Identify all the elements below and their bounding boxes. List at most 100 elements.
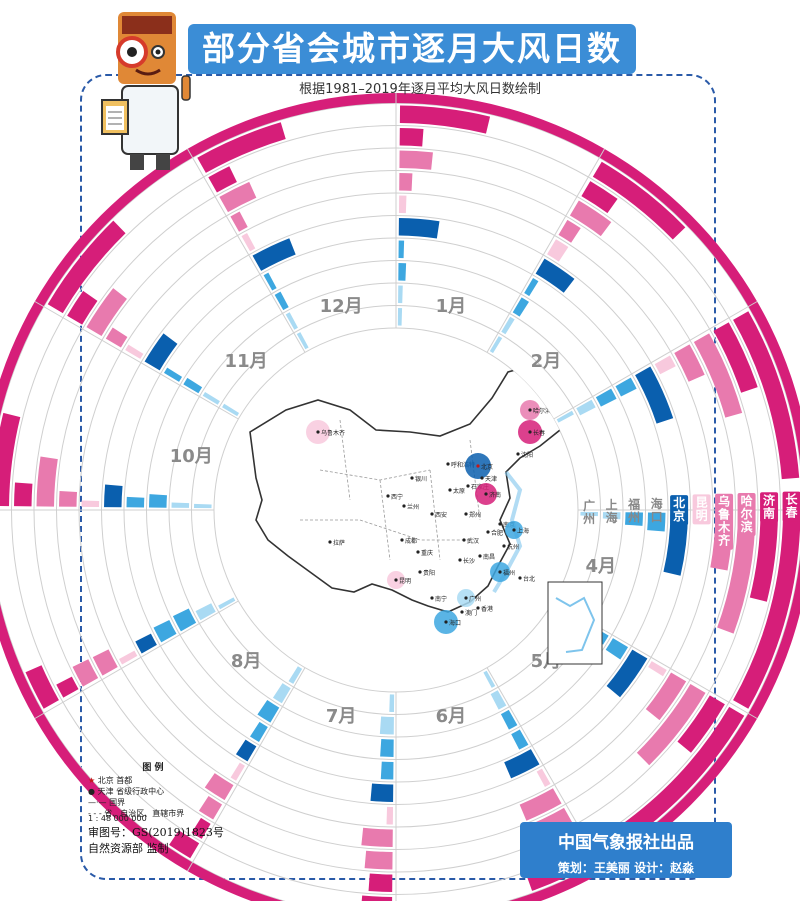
china-map: 乌鲁木齐哈尔滨长春沈阳呼和浩特北京天津石家庄太原济南银川西宁兰州西安郑州南京合肥… bbox=[249, 365, 567, 634]
bar-北京-4月 bbox=[663, 512, 688, 576]
bar-哈尔滨-10月 bbox=[36, 456, 58, 507]
bar-北京-5月 bbox=[606, 649, 648, 698]
city-label-长春: 长春 bbox=[782, 492, 800, 522]
map-city-长春: 长春 bbox=[533, 429, 545, 437]
bar-哈尔滨-1月 bbox=[399, 150, 433, 170]
month-label-8月: 8月 bbox=[231, 651, 262, 672]
city-label-济南: 济南 bbox=[760, 492, 779, 523]
bar-北京-9月 bbox=[135, 633, 157, 654]
bar-昆明-3月 bbox=[654, 355, 676, 375]
bar-昆明-6月 bbox=[536, 768, 551, 787]
dash-line-icon: - - - bbox=[88, 809, 102, 818]
month-label-10月: 10月 bbox=[170, 446, 213, 467]
bar-海口-5月 bbox=[605, 638, 629, 660]
approval-org: 自然资源部 监制 bbox=[88, 842, 169, 855]
svg-text:上: 上 bbox=[606, 497, 618, 512]
bar-广州-3月 bbox=[556, 410, 574, 423]
city-label-北京: 北京 bbox=[670, 495, 689, 526]
map-city-乌鲁木齐: 乌鲁木齐 bbox=[321, 429, 345, 437]
map-city-沈阳: 沈阳 bbox=[521, 451, 533, 459]
svg-text:哈: 哈 bbox=[741, 493, 753, 508]
bar-北京-11月 bbox=[144, 333, 178, 371]
bar-福州-9月 bbox=[172, 608, 197, 632]
bar-昆明-10月 bbox=[81, 500, 100, 508]
bar-乌鲁木齐-11月 bbox=[105, 327, 128, 348]
bar-上海-2月 bbox=[501, 316, 515, 335]
city-label-上海: 上海 bbox=[606, 497, 618, 525]
bar-广州-10月 bbox=[194, 503, 212, 509]
map-city-长沙: 长沙 bbox=[463, 557, 475, 565]
bar-乌鲁木齐-8月 bbox=[204, 773, 234, 801]
doctor-mascot-icon bbox=[96, 8, 206, 176]
bar-北京-10月 bbox=[104, 484, 123, 508]
bar-福州-10月 bbox=[149, 494, 167, 508]
bar-哈尔滨-11月 bbox=[86, 288, 127, 337]
svg-text:尔: 尔 bbox=[741, 506, 753, 521]
bar-长春-11月 bbox=[47, 220, 126, 314]
bar-哈尔滨-5月 bbox=[636, 683, 706, 766]
bar-广州-12月 bbox=[296, 332, 309, 350]
bar-济南-1月 bbox=[399, 128, 424, 147]
bar-长春-5月 bbox=[622, 706, 745, 838]
bar-乌鲁木齐-2月 bbox=[558, 219, 581, 243]
legend-item-provincial-border: - - - 省、自治区、直辖市界 bbox=[88, 809, 185, 818]
map-city-台北: 台北 bbox=[523, 575, 535, 583]
map-city-太原: 太原 bbox=[453, 487, 465, 495]
bar-乌鲁木齐-5月 bbox=[645, 672, 687, 721]
publisher-credits: 策划：王美丽 设计：赵淼 bbox=[557, 861, 695, 875]
svg-text:福: 福 bbox=[627, 497, 640, 512]
bar-乌鲁木齐-10月 bbox=[59, 490, 78, 507]
month-label-11月: 11月 bbox=[225, 351, 268, 372]
map-city-上海: 上海 bbox=[517, 527, 529, 535]
month-label-12月: 12月 bbox=[320, 296, 363, 317]
publisher-name: 中国气象报社出品 bbox=[558, 833, 694, 853]
bar-海口-1月 bbox=[398, 240, 405, 259]
bar-长春-9月 bbox=[25, 665, 59, 709]
bar-广州-8月 bbox=[288, 666, 303, 684]
bar-乌鲁木齐-1月 bbox=[399, 173, 413, 191]
bar-海口-2月 bbox=[524, 277, 539, 297]
svg-text:滨: 滨 bbox=[741, 519, 753, 534]
bar-哈尔滨-2月 bbox=[569, 200, 612, 237]
svg-text:乌: 乌 bbox=[718, 494, 730, 509]
map-city-银川: 银川 bbox=[415, 475, 427, 483]
bar-北京-8月 bbox=[235, 739, 257, 762]
legend-item-capital: ★ 北京 首都 bbox=[88, 776, 133, 785]
svg-text:海: 海 bbox=[651, 496, 663, 511]
bar-昆明-5月 bbox=[648, 661, 667, 677]
publisher-box: 中国气象报社出品 策划：王美丽 设计：赵淼 bbox=[520, 822, 732, 878]
bar-济南-10月 bbox=[14, 482, 33, 507]
map-city-香港: 香港 bbox=[481, 605, 493, 613]
month-label-6月: 6月 bbox=[436, 706, 467, 727]
month-label-7月: 7月 bbox=[326, 706, 357, 727]
bar-长春-1月 bbox=[399, 105, 491, 134]
svg-text:口: 口 bbox=[651, 510, 663, 524]
svg-text:广: 广 bbox=[583, 498, 595, 513]
map-city-南昌: 南昌 bbox=[483, 553, 495, 561]
bar-济南-4月 bbox=[749, 513, 778, 602]
svg-text:海: 海 bbox=[606, 510, 618, 525]
bar-济南-11月 bbox=[67, 290, 98, 325]
bar-昆明-12月 bbox=[241, 233, 256, 252]
bar-海口-7月 bbox=[380, 761, 394, 780]
bar-上海-11月 bbox=[202, 391, 220, 405]
bar-哈尔滨-3月 bbox=[693, 333, 743, 418]
bar-上海-3月 bbox=[576, 399, 596, 416]
bar-济南-8月 bbox=[191, 817, 211, 839]
bar-广州-9月 bbox=[218, 597, 236, 610]
map-city-郑州: 郑州 bbox=[469, 511, 481, 519]
border-line-icon: —·— bbox=[88, 798, 107, 807]
map-city-昆明: 昆明 bbox=[399, 578, 411, 585]
bar-北京-1月 bbox=[398, 218, 440, 239]
bar-福州-11月 bbox=[183, 377, 203, 394]
legend-item-provincial: ● 天津 省级行政中心 bbox=[88, 787, 165, 796]
map-city-西宁: 西宁 bbox=[391, 493, 403, 501]
bar-乌鲁木齐-12月 bbox=[230, 211, 248, 232]
legend-item-national-border: —·— 国界 bbox=[88, 798, 126, 807]
bar-乌鲁木齐-9月 bbox=[92, 649, 118, 676]
bar-海口-12月 bbox=[263, 272, 277, 291]
bar-上海-6月 bbox=[490, 690, 507, 710]
month-label-4月: 4月 bbox=[586, 556, 617, 577]
city-label-海口: 海口 bbox=[651, 496, 663, 524]
map-city-呼和浩特: 呼和浩特 bbox=[451, 461, 475, 469]
